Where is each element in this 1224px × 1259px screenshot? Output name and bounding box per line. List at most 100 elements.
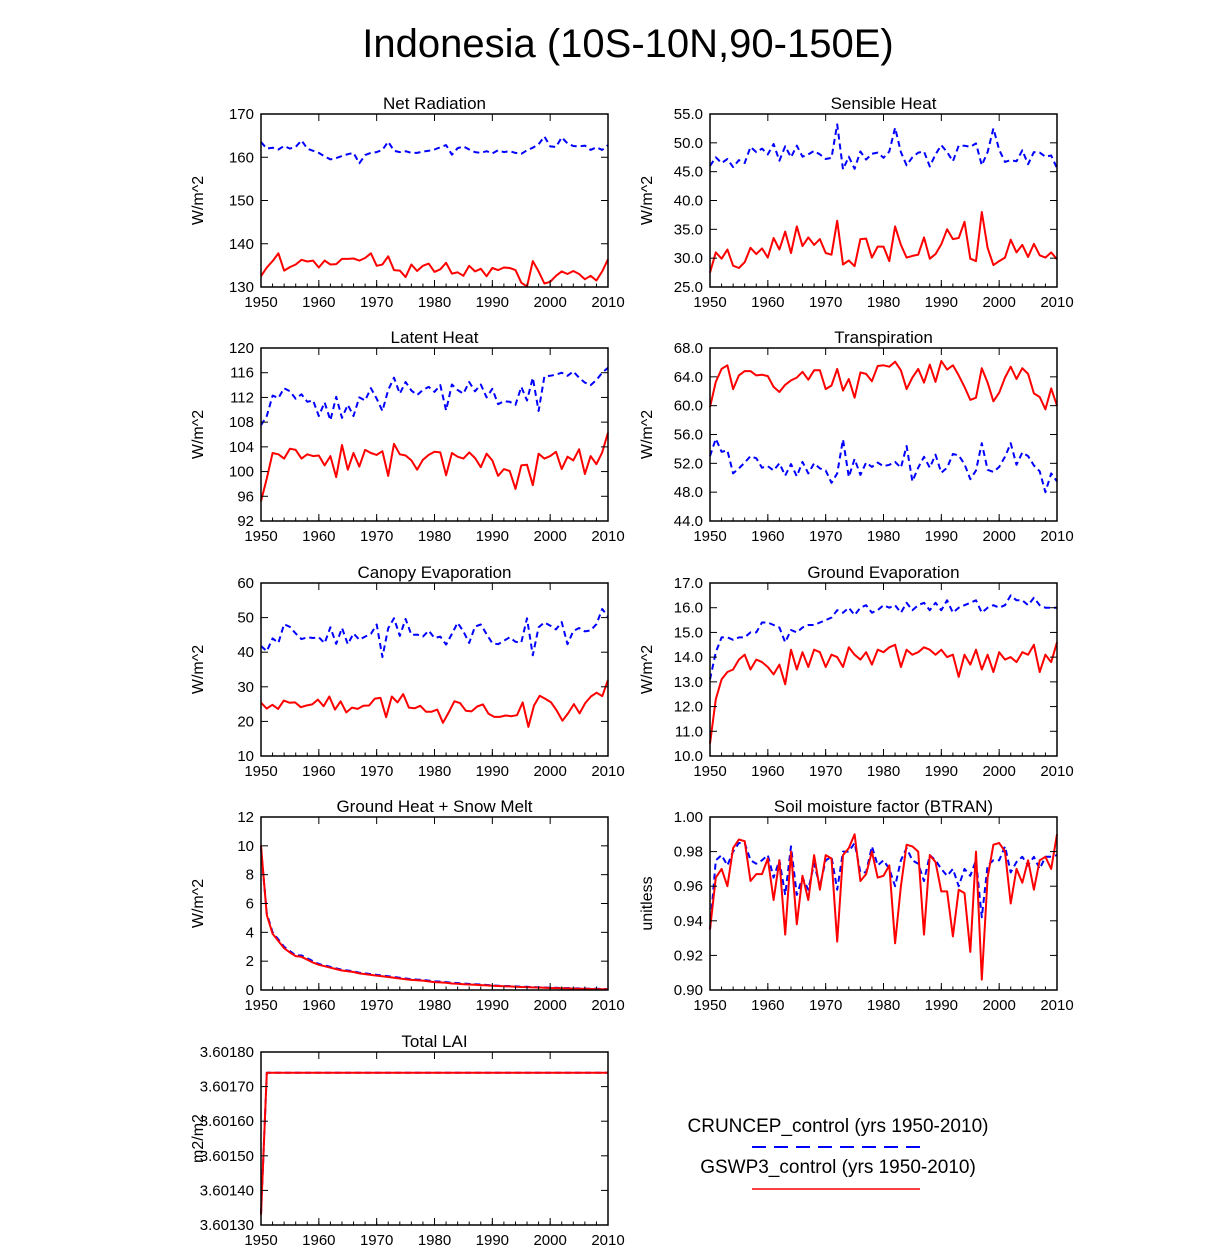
panel-0: Net Radiation W/m^2 1950 1960 1970 1980 1990 20… (190, 94, 625, 311)
y-tick-label: 112 (230, 389, 254, 406)
y-tick-label: 92 (237, 513, 254, 530)
x-tick-label: 1990 (476, 763, 509, 780)
x-tick-label: 2000 (982, 997, 1015, 1014)
series-line-cruncep (260, 135, 609, 165)
x-tick-label: 1950 (244, 997, 277, 1014)
plot-frame (709, 816, 1058, 991)
x-tick-label: 1960 (302, 528, 335, 545)
x-tick-label: 1970 (809, 294, 842, 311)
y-tick-label: 60 (237, 575, 254, 592)
x-tick-label: 1980 (418, 294, 451, 311)
panel-title: Ground Heat + Snow Melt (336, 797, 532, 816)
x-tick-label: 2010 (1040, 997, 1073, 1014)
y-tick-label: 14.0 (674, 649, 703, 666)
panel-6: Ground Heat + Snow Melt W/m^2 1950 1960 1970… (190, 797, 625, 1014)
series-line-cruncep (709, 594, 1057, 680)
x-tick-label: 2010 (1040, 528, 1073, 545)
series-line-cruncep (709, 123, 1058, 171)
x-tick-label: 2010 (591, 997, 624, 1014)
y-tick-label: 12 (237, 809, 254, 826)
x-tick-label: 1970 (360, 294, 393, 311)
panel-title: Sensible Heat (831, 94, 937, 113)
series-line-gswp3 (260, 845, 608, 991)
y-tick-label: 2 (246, 953, 254, 970)
y-axis-label: W/m^2 (190, 645, 207, 694)
x-tick-label: 1960 (302, 1232, 335, 1249)
plot-frame (260, 816, 609, 991)
y-tick-label: 170 (229, 106, 254, 123)
x-tick-label: 1970 (360, 997, 393, 1014)
y-tick-label: 3.60150 (200, 1148, 254, 1165)
panel-title: Ground Evaporation (807, 563, 959, 582)
y-tick-label: 104 (229, 439, 254, 456)
y-tick-label: 50.0 (674, 135, 703, 152)
series-line-gswp3 (260, 679, 609, 728)
panel-title: Total LAI (401, 1032, 467, 1051)
x-tick-label: 1950 (244, 294, 277, 311)
panel-title: Soil moisture factor (BTRAN) (774, 797, 993, 816)
y-tick-label: 12.0 (674, 699, 703, 716)
x-tick-label: 2010 (591, 763, 624, 780)
y-tick-label: 16.0 (674, 600, 703, 617)
panel-title: Net Radiation (383, 94, 486, 113)
y-tick-label: 25.0 (674, 279, 703, 296)
y-tick-label: 55.0 (674, 106, 703, 123)
y-tick-label: 0.96 (674, 878, 703, 895)
panel-5: Ground Evaporation W/m^2 1950 1960 1970 1980 1… (639, 563, 1074, 780)
y-tick-label: 1.00 (674, 809, 703, 826)
y-tick-label: 40.0 (674, 193, 703, 210)
x-tick-label: 1980 (867, 294, 900, 311)
series-line-cruncep (260, 367, 609, 426)
y-tick-label: 0.98 (674, 844, 703, 861)
series-line-cruncep (260, 608, 609, 658)
plot-frame (709, 582, 1058, 757)
y-tick-label: 10.0 (674, 748, 703, 765)
x-tick-label: 1980 (418, 1232, 451, 1249)
y-tick-label: 30 (237, 679, 254, 696)
legend: CRUNCEP_control (yrs 1950-2010) GSWP3_co… (688, 1116, 989, 1190)
x-tick-label: 1960 (751, 997, 784, 1014)
x-tick-label: 1950 (244, 528, 277, 545)
y-tick-label: 160 (229, 149, 254, 166)
series-line-gswp3 (260, 432, 609, 502)
y-tick-label: 56.0 (674, 427, 703, 444)
x-tick-label: 2000 (533, 294, 566, 311)
series-line-cruncep (260, 1071, 608, 1215)
plot-frame (709, 113, 1058, 288)
x-tick-label: 2000 (533, 1232, 566, 1249)
y-tick-label: 0.92 (674, 947, 703, 964)
x-tick-label: 1960 (302, 294, 335, 311)
panel-8: Total LAI m2/m2 1950 1960 1970 1980 1990 2000 20… (190, 1032, 625, 1249)
x-tick-label: 1990 (476, 997, 509, 1014)
series-line-cruncep (709, 842, 1058, 930)
x-tick-label: 1960 (751, 528, 784, 545)
y-tick-label: 116 (230, 365, 254, 382)
y-tick-label: 0.94 (674, 913, 703, 930)
y-tick-label: 96 (237, 488, 254, 505)
panel-title: Latent Heat (391, 328, 479, 347)
y-tick-label: 3.60140 (200, 1182, 254, 1199)
panel-4: Canopy Evaporation W/m^2 1950 1960 1970 1980 1… (190, 563, 625, 780)
x-tick-label: 1970 (360, 1232, 393, 1249)
y-tick-label: 120 (229, 340, 254, 357)
x-tick-label: 1970 (809, 997, 842, 1014)
x-tick-label: 1990 (925, 997, 958, 1014)
x-tick-label: 1990 (925, 763, 958, 780)
y-tick-label: 60.0 (674, 398, 703, 415)
y-axis-label: W/m^2 (190, 410, 207, 459)
legend-label-cruncep: CRUNCEP_control (yrs 1950-2010) (688, 1116, 989, 1137)
panel-title: Canopy Evaporation (357, 563, 511, 582)
x-tick-label: 1990 (925, 294, 958, 311)
y-tick-label: 0 (246, 982, 254, 999)
x-tick-label: 1950 (693, 294, 726, 311)
x-tick-label: 1970 (809, 528, 842, 545)
x-tick-label: 1950 (244, 1232, 277, 1249)
y-axis-label: W/m^2 (190, 879, 207, 928)
y-tick-label: 64.0 (674, 369, 703, 386)
x-tick-label: 1970 (360, 528, 393, 545)
panel-7: Soil moisture factor (BTRAN) unitless 1950… (639, 797, 1074, 1014)
series-line-cruncep (709, 437, 1058, 494)
panel-1: Sensible Heat W/m^2 1950 1960 1970 1980 1990 20… (639, 94, 1074, 311)
x-tick-label: 1980 (418, 997, 451, 1014)
x-tick-label: 2010 (591, 294, 624, 311)
